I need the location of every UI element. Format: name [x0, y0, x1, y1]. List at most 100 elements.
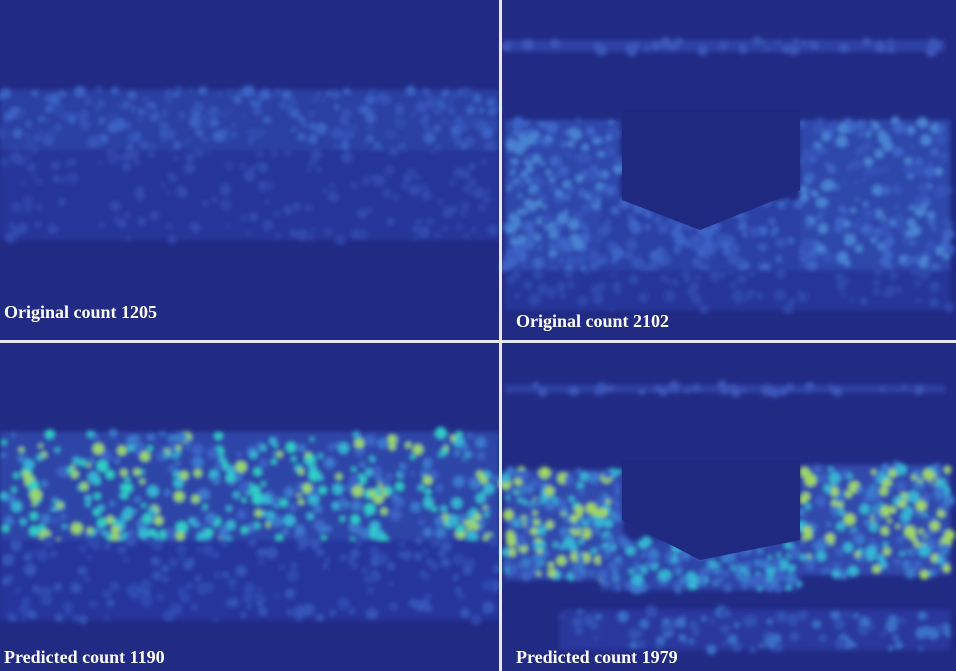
density-blob [247, 604, 252, 609]
density-blob [745, 561, 752, 568]
density-blob [905, 549, 910, 554]
density-blob [140, 451, 150, 461]
density-blob [816, 244, 825, 253]
density-blob [71, 465, 75, 469]
density-blob [381, 95, 390, 104]
density-blob [143, 97, 148, 102]
density-blob [398, 143, 406, 151]
density-blob [740, 47, 747, 54]
density-blob [357, 229, 368, 240]
density-blob [873, 228, 881, 236]
density-blob [292, 127, 296, 131]
density-blob [825, 534, 834, 543]
density-blob [236, 461, 247, 472]
density-blob [805, 382, 814, 391]
density-blob [944, 302, 954, 312]
density-blob [893, 635, 898, 640]
density-blob [200, 117, 210, 127]
density-blob [518, 470, 528, 480]
density-blob [592, 293, 603, 304]
density-blob [719, 607, 730, 618]
density-blob [869, 523, 878, 532]
density-blob [514, 521, 519, 526]
density-blob [271, 459, 277, 465]
density-blob [430, 562, 439, 571]
density-blob [532, 189, 538, 195]
density-blob [110, 201, 120, 211]
density-blob [587, 522, 591, 526]
density-blob [665, 552, 673, 560]
density-blob [875, 42, 886, 53]
density-blob [849, 297, 854, 302]
density-blob [761, 40, 766, 45]
density-blob [107, 600, 114, 607]
density-blob [699, 568, 708, 577]
density-blob [24, 459, 34, 469]
density-blob [237, 510, 247, 520]
density-blob [48, 509, 52, 513]
density-blob [909, 205, 914, 210]
density-blob [789, 548, 799, 558]
density-blob [864, 212, 870, 218]
density-blob [891, 184, 903, 196]
density-blob [560, 141, 567, 148]
density-blob [423, 458, 432, 467]
density-blob [864, 167, 873, 176]
density-blob [315, 123, 327, 135]
density-blob [600, 229, 604, 233]
density-blob [862, 141, 872, 151]
density-blob [640, 551, 647, 558]
density-blob [844, 514, 856, 526]
density-blob [858, 625, 868, 635]
density-blob [539, 467, 551, 479]
density-blob [98, 505, 105, 512]
density-blob [91, 135, 103, 147]
density-blob [263, 116, 270, 123]
density-blob [142, 503, 146, 507]
density-blob [857, 217, 862, 222]
density-blob [823, 179, 834, 190]
density-blob [849, 615, 853, 619]
density-blob [217, 91, 223, 97]
density-blob [225, 161, 234, 170]
density-blob [340, 503, 347, 510]
density-blob [237, 89, 243, 95]
density-blob [405, 442, 411, 448]
density-blob [282, 529, 289, 536]
density-blob [79, 616, 87, 624]
density-blob [390, 130, 397, 137]
density-blob [330, 183, 335, 188]
density-blob [385, 487, 393, 495]
density-blob [39, 116, 45, 122]
density-blob [19, 605, 27, 613]
density-blob [280, 499, 288, 507]
density-blob [330, 610, 336, 616]
density-blob [692, 384, 700, 392]
density-blob [805, 504, 811, 510]
density-blob [340, 496, 346, 502]
density-blob [738, 221, 748, 231]
density-blob [160, 431, 165, 436]
density-blob [435, 527, 446, 538]
density-blob [536, 571, 541, 576]
density-blob [403, 551, 411, 559]
density-blob [899, 618, 905, 624]
density-blob [168, 235, 177, 244]
panel-label: Original count 1205 [4, 302, 157, 322]
density-blob [87, 463, 91, 467]
density-blob [617, 469, 622, 474]
density-blob [614, 287, 621, 294]
density-blob [128, 91, 136, 99]
density-blob [920, 482, 926, 488]
density-blob [178, 112, 185, 119]
density-blob [578, 489, 585, 496]
density-blob [258, 559, 263, 564]
density-blob [274, 210, 281, 217]
density-blob [184, 163, 195, 174]
density-blob [242, 86, 254, 98]
density-blob [221, 111, 228, 118]
density-blob [874, 149, 883, 158]
density-blob [60, 513, 67, 520]
density-blob [478, 203, 487, 212]
density-blob [242, 498, 247, 503]
